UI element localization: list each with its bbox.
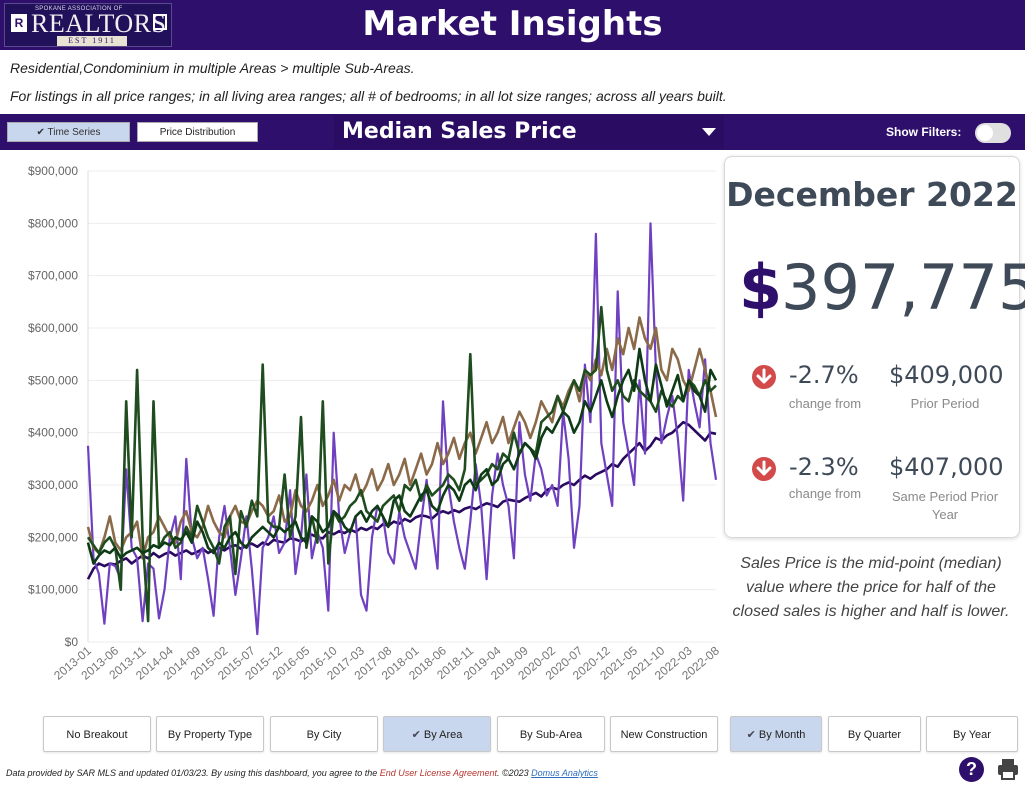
y-tick-label: $0: [65, 635, 79, 649]
prior-year-change: -2.3%: [789, 453, 859, 481]
metric-explanation: Sales Price is the mid-point (median) va…: [732, 555, 1010, 620]
domus-link[interactable]: Domus Analytics: [531, 768, 598, 778]
show-filters-toggle[interactable]: [975, 123, 1011, 143]
page-title: Market Insights: [362, 4, 663, 44]
no-breakout-button[interactable]: No Breakout: [43, 716, 151, 752]
y-tick-label: $700,000: [28, 269, 78, 283]
by-quarter-button[interactable]: By Quarter: [828, 716, 921, 752]
logo-brand: REALTORS: [31, 9, 167, 38]
logo-est: EST 1911: [57, 36, 127, 46]
kpi-value: 397,775: [781, 251, 1025, 324]
arrow-down-icon: [752, 457, 776, 481]
y-tick-label: $600,000: [28, 321, 78, 335]
prior-period-change: -2.7%: [789, 361, 859, 389]
footer-copyright: . ©2023: [496, 768, 532, 778]
series-line-5: [86, 347, 718, 565]
by-month-button[interactable]: ✔ By Month: [730, 716, 822, 752]
button-label: By Year: [953, 729, 991, 741]
button-label: No Breakout: [66, 729, 128, 741]
check-icon: ✔: [36, 127, 45, 138]
by-year-button[interactable]: By Year: [926, 716, 1018, 752]
kpi-currency-symbol: $: [739, 251, 783, 324]
printer-icon[interactable]: [996, 757, 1020, 781]
prior-year-label-line2: Year: [931, 507, 959, 522]
realtor-badge-icon: R: [11, 14, 27, 32]
y-tick-label: $300,000: [28, 478, 78, 492]
median-price-line-chart: $0 $100,000 $200,000 $300,000 $400,000 $500,0…: [28, 164, 722, 683]
check-icon: ✔: [746, 729, 756, 741]
filter-summary-line2: For listings in all price ranges; in all…: [10, 88, 727, 104]
show-filters-label: Show Filters:: [886, 125, 962, 139]
button-label: By Area: [423, 729, 463, 741]
footer-text: Data provided by SAR MLS and updated 01/…: [6, 768, 380, 778]
prior-period-label: Prior Period: [910, 396, 980, 411]
series-line-2: [86, 222, 718, 636]
by-sub-area-button[interactable]: By Sub-Area: [497, 716, 605, 752]
logo-small-text: SPOKANE ASSOCIATION OF: [35, 6, 123, 12]
help-icon[interactable]: ?: [959, 757, 984, 782]
by-city-button[interactable]: By City: [270, 716, 378, 752]
button-label: By Sub-Area: [519, 729, 583, 741]
y-tick-label: $400,000: [28, 426, 78, 440]
prior-period-value: $409,000: [889, 361, 1004, 389]
prior-period-change-label: change from: [788, 396, 862, 411]
footer-disclaimer: Data provided by SAR MLS and updated 01/…: [6, 768, 598, 778]
time-series-label: Time Series: [47, 127, 101, 138]
button-label: By Month: [758, 729, 806, 741]
y-tick-label: $500,000: [28, 373, 78, 387]
button-label: By Quarter: [847, 729, 902, 741]
button-label: By City: [306, 729, 342, 741]
y-tick-label: $900,000: [28, 164, 78, 178]
filter-summary-line1: Residential,Condominium in multiple Area…: [10, 60, 415, 76]
y-tick-label: $100,000: [28, 583, 78, 597]
chevron-down-icon: [702, 128, 716, 136]
price-distribution-button[interactable]: Price Distribution: [137, 122, 258, 142]
eula-link[interactable]: End User License Agreement: [379, 768, 497, 778]
new-construction-button[interactable]: New Construction: [610, 716, 718, 752]
prior-year-label-line1: Same Period Prior: [891, 489, 999, 504]
by-property-type-button[interactable]: By Property Type: [156, 716, 264, 752]
equal-housing-icon: [153, 14, 167, 30]
button-label: New Construction: [620, 729, 708, 741]
y-tick-label: $800,000: [28, 216, 78, 230]
kpi-card: December 2022 $ 397,775 -2.7% change fro…: [724, 156, 1025, 538]
toggle-knob: [977, 125, 993, 141]
prior-year-value: $407,000: [889, 453, 1004, 481]
metric-dropdown[interactable]: Median Sales Price: [334, 115, 724, 149]
check-icon: ✔: [411, 729, 421, 741]
arrow-down-icon: [752, 365, 776, 389]
realtors-logo[interactable]: SPOKANE ASSOCIATION OF R REALTORS EST 19…: [4, 3, 172, 47]
series-line-4: [86, 305, 717, 623]
y-tick-label: $200,000: [28, 530, 78, 544]
by-area-button[interactable]: ✔ By Area: [383, 716, 491, 752]
prior-year-change-label: change from: [788, 486, 862, 501]
button-label: By Property Type: [167, 729, 253, 741]
metric-dropdown-value: Median Sales Price: [342, 119, 577, 144]
time-series-button[interactable]: ✔ Time Series: [7, 122, 130, 142]
kpi-period: December 2022: [726, 175, 1018, 214]
